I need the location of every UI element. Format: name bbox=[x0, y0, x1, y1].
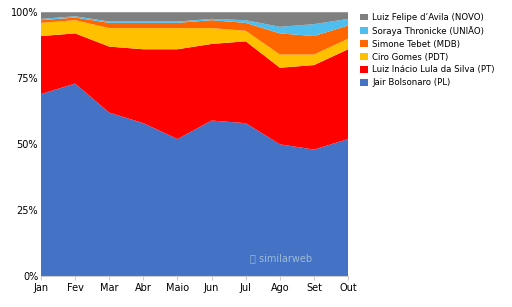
Legend: Luiz Felipe d’Avila (NOVO), Soraya Thronicke (UNIÃO), Simone Tebet (MDB), Ciro G: Luiz Felipe d’Avila (NOVO), Soraya Thron… bbox=[358, 11, 497, 89]
Text: Ⓢ similarweb: Ⓢ similarweb bbox=[249, 253, 312, 263]
